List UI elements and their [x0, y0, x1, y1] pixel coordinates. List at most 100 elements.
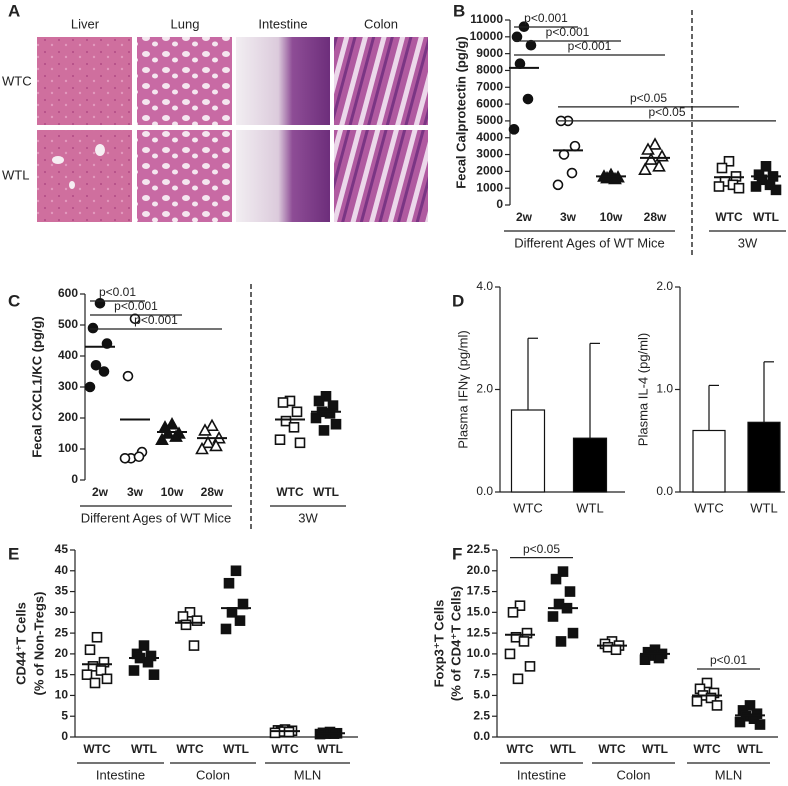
point — [87, 322, 99, 334]
y-tick-label: 5.0 — [473, 688, 490, 702]
point — [198, 423, 212, 436]
point — [128, 665, 140, 676]
bar — [692, 429, 726, 493]
y-axis-label: (% of CD4⁺T Cells) — [448, 586, 463, 701]
x-tick-label: WTC — [83, 742, 111, 756]
point — [653, 652, 665, 664]
column-label: Colon — [364, 16, 398, 31]
x-tick-label: WTL — [737, 742, 763, 756]
y-tick-label: 22.5 — [467, 542, 491, 556]
y-tick-label: 15 — [55, 667, 69, 681]
point — [750, 181, 762, 192]
y-tick-label: 30 — [55, 605, 69, 619]
point — [600, 170, 614, 184]
bracket-label: p<0.001 — [134, 313, 178, 327]
y-tick-label: 300 — [58, 379, 78, 393]
point — [84, 381, 96, 393]
point — [608, 171, 622, 185]
point — [564, 586, 576, 597]
point — [142, 656, 154, 668]
y-tick-label: 0 — [71, 472, 78, 486]
y-tick-label: 2.5 — [473, 708, 490, 722]
x-tick-label: WTL — [576, 500, 603, 515]
y-tick-label: 40 — [55, 563, 69, 577]
x-tick-label: WTL — [750, 500, 777, 515]
x-tick-label: 10w — [600, 210, 623, 224]
y-tick-label: 17.5 — [467, 584, 491, 598]
y-tick-label: 10 — [55, 688, 69, 702]
histology-image — [37, 37, 132, 125]
bar — [747, 421, 781, 493]
x-tick-label: 28w — [201, 485, 224, 499]
point — [84, 644, 96, 656]
bracket-label: p<0.001 — [546, 25, 590, 39]
point — [552, 179, 564, 191]
point — [291, 406, 303, 418]
y-axis-label: Plasma IFNγ (pg/ml) — [455, 330, 470, 448]
point — [760, 161, 772, 172]
panel-label: D — [452, 291, 464, 310]
point — [518, 636, 530, 647]
x-tick-label: WTL — [313, 485, 339, 499]
bracket-label: p<0.05 — [648, 105, 685, 119]
y-tick-label: 2000 — [476, 164, 503, 178]
section-label: Colon — [196, 767, 230, 782]
y-tick-label: 12.5 — [467, 625, 491, 639]
point — [508, 124, 520, 135]
histology-image — [37, 130, 132, 222]
point — [155, 432, 169, 446]
point — [313, 395, 325, 407]
x-tick-label: WTC — [598, 742, 626, 756]
point — [716, 162, 728, 174]
point — [547, 611, 559, 622]
histology-image — [236, 37, 330, 125]
x-tick-label: 10w — [161, 485, 184, 499]
point — [223, 577, 235, 589]
point — [277, 397, 289, 408]
bracket-label: p<0.001 — [114, 299, 158, 313]
bar — [510, 409, 546, 493]
point — [525, 39, 537, 51]
point — [288, 421, 300, 433]
y-axis-label: (% of Non-Tregs) — [31, 592, 46, 696]
point — [90, 359, 102, 371]
point — [91, 631, 103, 643]
section-label: Intestine — [517, 767, 566, 782]
point — [161, 426, 175, 439]
x-tick-label: WTC — [693, 742, 721, 756]
point — [230, 565, 242, 577]
point — [638, 162, 652, 175]
x-tick-label: WTL — [131, 742, 157, 756]
point — [234, 615, 246, 626]
y-tick-label: 4.0 — [476, 279, 493, 293]
point — [733, 182, 745, 194]
x-tick-label: WTC — [513, 500, 543, 515]
y-axis-label: Foxp3⁺T Cells — [431, 600, 446, 688]
bracket-label: p<0.01 — [710, 653, 747, 667]
point — [180, 619, 192, 631]
point — [644, 152, 658, 165]
row-label: WTL — [2, 167, 29, 182]
y-tick-label: 3000 — [476, 147, 503, 161]
point — [691, 695, 703, 707]
point — [648, 137, 662, 150]
point — [169, 429, 183, 442]
section-label: Different Ages of WT Mice — [81, 510, 232, 525]
histology-image — [334, 37, 428, 125]
y-tick-label: 5000 — [476, 113, 503, 127]
point — [713, 181, 725, 192]
histology-image — [137, 130, 232, 222]
y-tick-label: 7000 — [476, 79, 503, 93]
bar — [572, 437, 608, 493]
y-axis-label: Fecal CXCL1/KC (pg/g) — [29, 316, 44, 458]
point — [294, 437, 306, 449]
point — [655, 149, 669, 162]
point — [133, 451, 145, 463]
point — [723, 155, 735, 167]
y-tick-label: 20 — [55, 646, 69, 660]
vessel — [95, 144, 105, 156]
point — [610, 644, 622, 656]
point — [641, 142, 655, 155]
y-tick-label: 500 — [58, 317, 78, 331]
point — [165, 417, 179, 430]
